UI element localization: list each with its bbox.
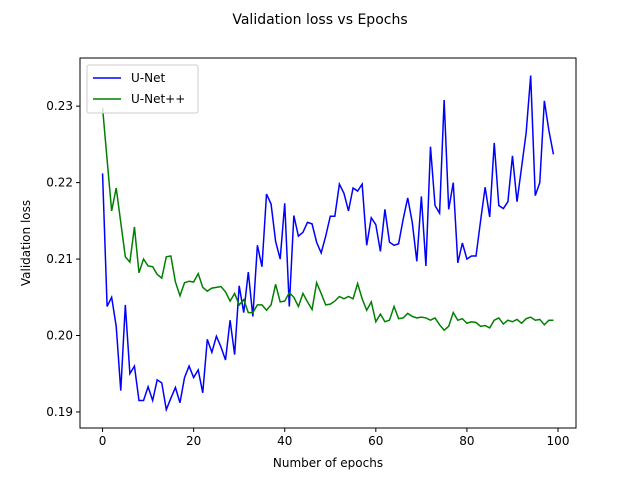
- plot-frame: [79, 57, 577, 429]
- x-tick-label: 0: [99, 434, 107, 448]
- y-tick-label: 0.21: [46, 252, 73, 266]
- legend-label: U-Net: [131, 71, 165, 85]
- y-tick-label: 0.23: [46, 99, 73, 113]
- x-tick-label: 20: [186, 434, 201, 448]
- chart-title: Validation loss vs Epochs: [232, 12, 407, 28]
- y-tick-label: 0.20: [46, 329, 73, 343]
- x-tick-label: 40: [277, 434, 292, 448]
- y-tick-label: 0.22: [46, 176, 73, 190]
- x-tick-label: 80: [459, 434, 474, 448]
- y-tick-label: 0.19: [46, 405, 73, 419]
- x-axis-label: Number of epochs: [273, 456, 383, 470]
- line-series: [101, 107, 554, 332]
- x-tick-label: 100: [547, 434, 570, 448]
- line-series: [101, 75, 555, 413]
- y-axis-label: Validation loss: [19, 200, 33, 286]
- x-tick-label: 60: [368, 434, 383, 448]
- legend-label: U-Net++: [131, 92, 185, 106]
- legend-box: [86, 64, 199, 114]
